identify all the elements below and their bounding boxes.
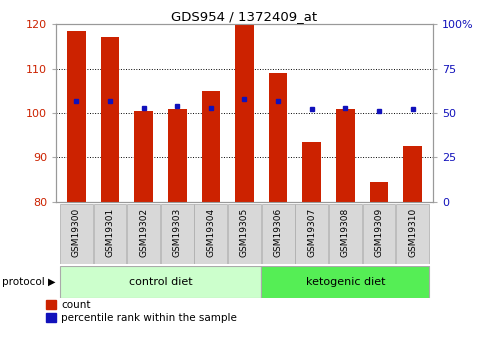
Bar (261, 266, 428, 298)
Bar (101, 38, 119, 202)
Text: GSM19306: GSM19306 (273, 208, 282, 257)
Bar (60, 266, 261, 298)
Bar (328, 204, 361, 264)
Bar (168, 109, 186, 202)
Text: GSM19303: GSM19303 (172, 208, 182, 257)
Bar (60, 204, 93, 264)
Text: ketogenic diet: ketogenic diet (305, 277, 385, 287)
Bar (227, 204, 261, 264)
Bar (295, 204, 327, 264)
Text: GSM19305: GSM19305 (240, 208, 248, 257)
Bar (134, 111, 153, 202)
Bar (201, 91, 220, 202)
Text: GSM19300: GSM19300 (72, 208, 81, 257)
Bar (268, 73, 287, 202)
Bar (161, 204, 193, 264)
Bar (403, 146, 421, 202)
Text: ▶: ▶ (48, 277, 55, 287)
Bar (395, 204, 428, 264)
Bar (302, 142, 320, 202)
Title: GDS954 / 1372409_at: GDS954 / 1372409_at (171, 10, 317, 23)
Bar (261, 204, 294, 264)
Text: control diet: control diet (128, 277, 192, 287)
Text: GSM19302: GSM19302 (139, 208, 148, 257)
Bar (362, 204, 395, 264)
Bar (127, 204, 160, 264)
Text: GSM19307: GSM19307 (306, 208, 316, 257)
Bar (369, 182, 387, 202)
Bar (194, 204, 227, 264)
Bar (67, 31, 85, 202)
Bar (235, 24, 253, 202)
Text: GSM19301: GSM19301 (105, 208, 114, 257)
Bar (93, 204, 126, 264)
Text: GSM19304: GSM19304 (206, 208, 215, 257)
Text: GSM19308: GSM19308 (340, 208, 349, 257)
Text: GSM19309: GSM19309 (374, 208, 383, 257)
Legend: count, percentile rank within the sample: count, percentile rank within the sample (46, 300, 236, 323)
Text: GSM19310: GSM19310 (407, 208, 416, 257)
Bar (335, 109, 354, 202)
Text: protocol: protocol (2, 277, 45, 287)
